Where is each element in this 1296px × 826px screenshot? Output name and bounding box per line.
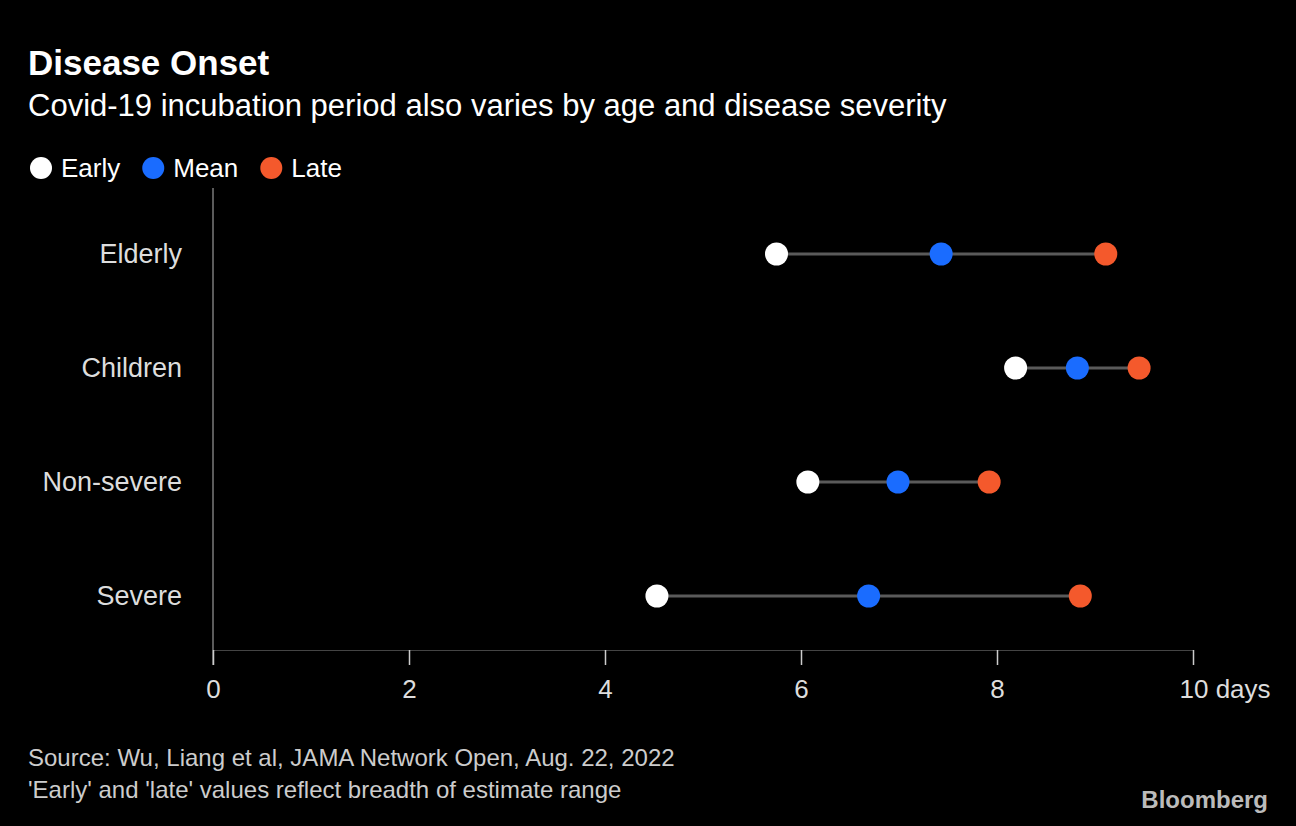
x-tick-label: 10 days bbox=[1180, 674, 1271, 704]
x-tick-label: 6 bbox=[794, 674, 808, 704]
x-tick: 10 days bbox=[1180, 650, 1271, 704]
dot bbox=[1094, 243, 1117, 266]
dot bbox=[1069, 585, 1092, 608]
x-tick: 4 bbox=[598, 650, 612, 704]
legend-swatch bbox=[260, 157, 282, 179]
dot bbox=[1128, 357, 1151, 380]
dot bbox=[1004, 357, 1027, 380]
dot bbox=[645, 585, 668, 608]
x-tick: 6 bbox=[794, 650, 808, 704]
legend-swatch bbox=[142, 157, 164, 179]
chart: Disease Onset Covid-19 incubation period … bbox=[0, 0, 1296, 826]
dot bbox=[887, 471, 910, 494]
title: Disease Onset bbox=[28, 43, 270, 82]
category-label: Non-severe bbox=[42, 467, 182, 497]
x-tick-mark bbox=[409, 650, 411, 665]
legend-label: Early bbox=[61, 153, 120, 183]
plot-area bbox=[645, 243, 1150, 608]
dot bbox=[857, 585, 880, 608]
x-tick-label: 0 bbox=[206, 674, 220, 704]
legend: Early Mean Late bbox=[30, 153, 342, 183]
category-label: Severe bbox=[96, 581, 182, 611]
x-tick-label: 4 bbox=[598, 674, 612, 704]
x-tick-mark bbox=[997, 650, 999, 665]
x-tick: 0 bbox=[206, 650, 220, 704]
x-axis-line bbox=[214, 650, 1194, 651]
note: 'Early' and 'late' values reflect breadt… bbox=[28, 776, 621, 803]
series bbox=[857, 243, 1089, 608]
x-tick: 8 bbox=[990, 650, 1004, 704]
dot bbox=[978, 471, 1001, 494]
x-tick-mark bbox=[605, 650, 607, 665]
x-tick-mark bbox=[213, 650, 215, 665]
x-tick-label: 2 bbox=[402, 674, 416, 704]
x-tick-mark bbox=[1193, 650, 1195, 665]
x-tick-label: 8 bbox=[990, 674, 1004, 704]
dot bbox=[930, 243, 953, 266]
category-label: Children bbox=[81, 353, 182, 383]
x-tick: 2 bbox=[402, 650, 416, 704]
dot bbox=[765, 243, 788, 266]
x-axis: 0 2 4 6 8 10 days bbox=[206, 650, 1270, 704]
dot bbox=[796, 471, 819, 494]
x-tick-mark bbox=[801, 650, 803, 665]
legend-label: Late bbox=[291, 153, 342, 183]
subtitle: Covid-19 incubation period also varies b… bbox=[28, 88, 947, 123]
note: Source: Wu, Liang et al, JAMA Network Op… bbox=[28, 744, 675, 771]
y-axis-line bbox=[212, 188, 214, 665]
credit: Bloomberg bbox=[1141, 786, 1268, 813]
series bbox=[978, 243, 1151, 608]
dot bbox=[1066, 357, 1089, 380]
background bbox=[0, 0, 1296, 826]
legend-swatch bbox=[30, 157, 52, 179]
category-label: Elderly bbox=[99, 239, 182, 269]
series bbox=[645, 243, 1027, 608]
legend-label: Mean bbox=[173, 153, 238, 183]
